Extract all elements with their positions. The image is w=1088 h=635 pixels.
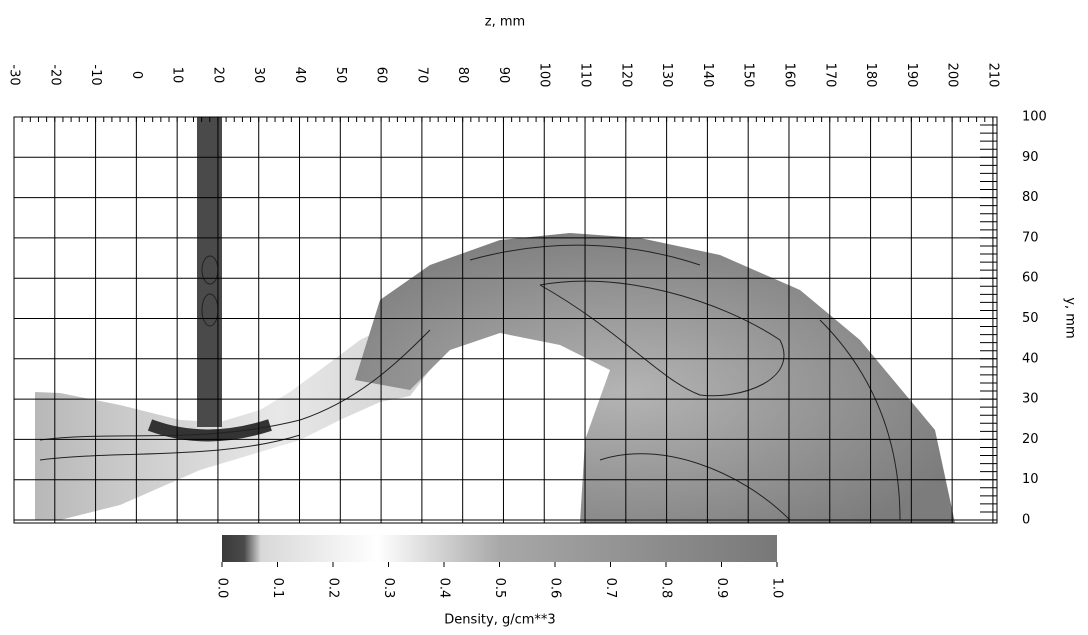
x-tick-label: 160 [781, 63, 796, 88]
x-tick-label: 90 [496, 67, 511, 84]
x-tick-label: 210 [985, 63, 1000, 88]
y-tick-label: 0 [1022, 513, 1030, 528]
density-field [35, 117, 955, 523]
colorbar-tick-label: 0.5 [492, 578, 507, 599]
colorbar-tick-label: 0.4 [437, 578, 452, 599]
x-tick-label: -10 [88, 64, 103, 85]
y-tick-label: 70 [1022, 230, 1039, 245]
colorbar-tick-label: 0.9 [714, 578, 729, 599]
y-tick-label: 100 [1022, 110, 1047, 125]
colorbar-tick-label: 0.6 [548, 578, 563, 599]
y-tick-label: 80 [1022, 190, 1039, 205]
x-tick-label: 150 [741, 63, 756, 88]
y-axis-title: y, mm [1063, 297, 1078, 338]
colorbar-tick-label: 0.7 [603, 578, 618, 599]
x-tick-label: 40 [292, 67, 307, 84]
colorbar-tick-label: 0.2 [326, 578, 341, 599]
y-tick-label: 30 [1022, 392, 1039, 407]
y-tick-label: 90 [1022, 150, 1039, 165]
x-tick-label: -20 [47, 64, 62, 85]
colorbar-tick-label: 1.0 [770, 578, 785, 599]
x-tick-label: 110 [578, 63, 593, 88]
y-tick-label: 10 [1022, 472, 1039, 487]
x-tick-label: 140 [700, 63, 715, 88]
x-tick-label: 10 [170, 67, 185, 84]
x-tick-label: 80 [455, 67, 470, 84]
page: {"chart_data": {"type": "heatmap", "x_la… [0, 0, 1088, 635]
chart: z, mm y, mm Density, g/cm**3 -30 -20 -10 0 1… [0, 0, 1088, 635]
y-tick-label: 40 [1022, 351, 1039, 366]
colorbar-tick-label: 0.0 [215, 578, 230, 599]
y-tick-label: 20 [1022, 432, 1039, 447]
y-tick-label: 50 [1022, 311, 1039, 326]
x-tick-label: 0 [129, 71, 144, 79]
x-axis-title: z, mm [485, 15, 525, 30]
x-tick-label: -30 [7, 64, 22, 85]
x-tick-label: 30 [251, 67, 266, 84]
x-tick-label: 50 [333, 67, 348, 84]
x-tick-label: 60 [374, 67, 389, 84]
x-tick-label: 180 [863, 63, 878, 88]
x-tick-label: 190 [904, 63, 919, 88]
colorbar-title: Density, g/cm**3 [444, 613, 555, 628]
colorbar [222, 535, 777, 562]
x-tick-label: 120 [618, 63, 633, 88]
x-tick-label: 70 [414, 67, 429, 84]
x-tick-label: 100 [537, 63, 552, 88]
colorbar-tick-label: 0.3 [381, 578, 396, 599]
x-tick-label: 200 [945, 63, 960, 88]
colorbar-tick-label: 0.8 [659, 578, 674, 599]
x-tick-label: 20 [210, 67, 225, 84]
x-tick-label: 170 [822, 63, 837, 88]
x-tick-label: 130 [659, 63, 674, 88]
colorbar-tick-label: 0.1 [270, 578, 285, 599]
y-tick-label: 60 [1022, 271, 1039, 286]
